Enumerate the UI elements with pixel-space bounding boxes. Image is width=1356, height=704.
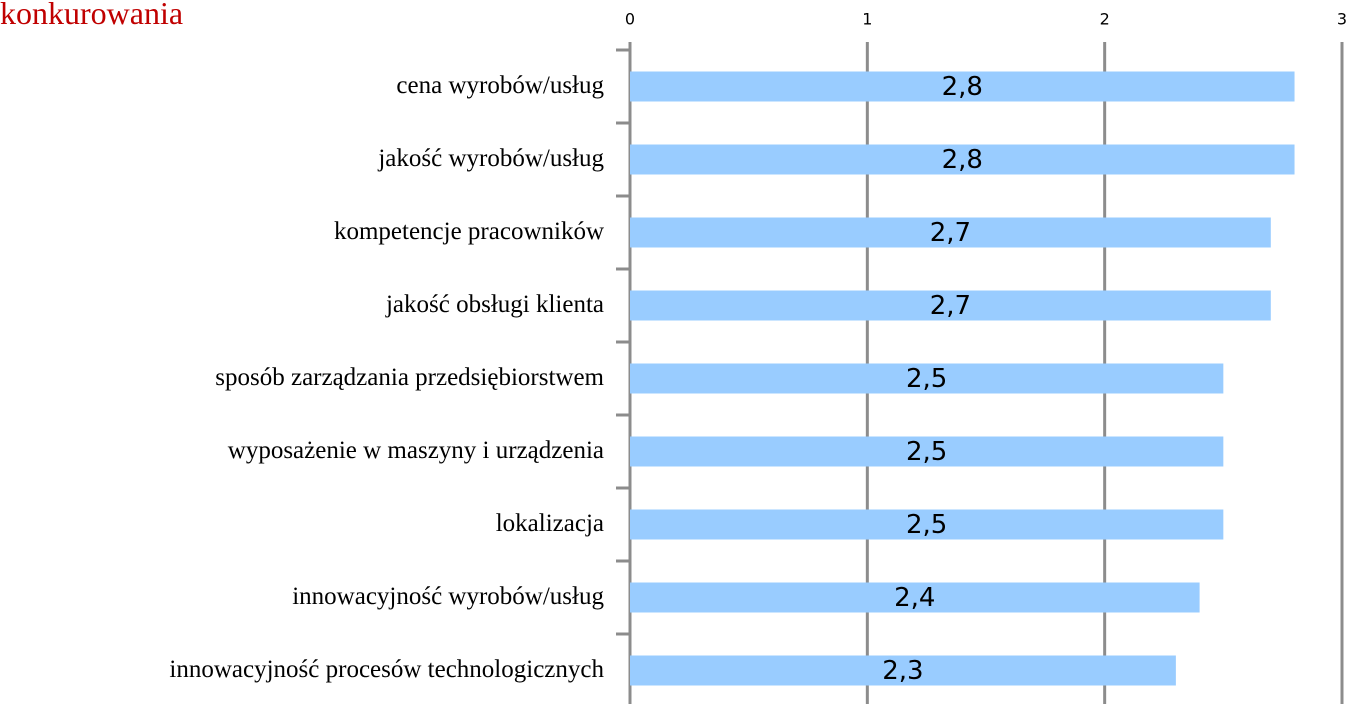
x-tick-label: 3 [1337, 10, 1347, 29]
value-label: 2,8 [942, 145, 983, 175]
value-label: 2,5 [906, 437, 947, 467]
bar [630, 217, 1271, 248]
y-tick-label: kompetencje pracowników [334, 218, 604, 245]
value-label: 2,7 [930, 218, 971, 248]
chart-title: konkurowania [0, 0, 183, 31]
value-label: 2,5 [906, 510, 947, 540]
x-tick-label: 1 [862, 10, 872, 29]
bar [630, 144, 1295, 175]
bar [630, 290, 1271, 321]
bar [630, 582, 1200, 613]
bar [630, 436, 1224, 467]
y-tick-label: innowacyjność procesów technologicznych [169, 656, 604, 683]
value-label: 2,7 [930, 291, 971, 321]
y-tick-label: jakość wyrobów/usług [377, 145, 604, 172]
value-label: 2,8 [942, 72, 983, 102]
bar [630, 509, 1224, 540]
y-tick-label: sposób zarządzania przedsiębiorstwem [215, 364, 604, 391]
y-tick-label: jakość obsługi klienta [385, 291, 604, 318]
y-tick-label: lokalizacja [496, 510, 604, 537]
y-tick-label: innowacyjność wyrobów/usług [292, 583, 604, 610]
bar [630, 363, 1224, 394]
value-label: 2,5 [906, 364, 947, 394]
x-tick-label: 2 [1100, 10, 1110, 29]
value-label: 2,4 [894, 583, 935, 613]
x-tick-label: 0 [625, 10, 635, 29]
bar [630, 71, 1295, 102]
bar [630, 655, 1176, 686]
y-tick-label: wyposażenie w maszyny i urządzenia [228, 437, 604, 464]
y-tick-label: cena wyrobów/usług [396, 72, 604, 99]
value-label: 2,3 [882, 656, 923, 686]
